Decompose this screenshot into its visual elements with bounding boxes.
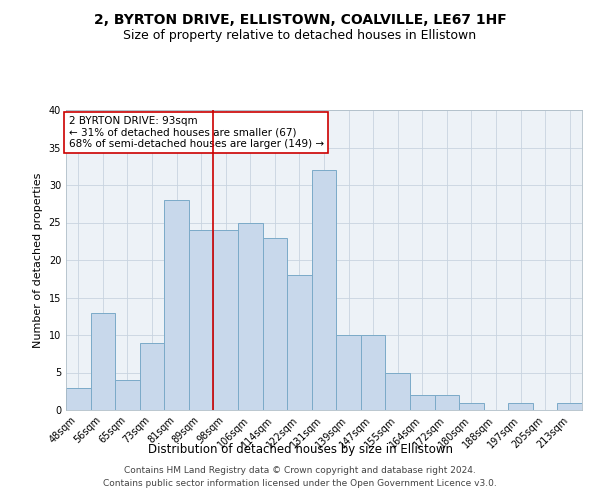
Bar xyxy=(557,402,582,410)
Bar xyxy=(410,395,434,410)
Bar xyxy=(263,238,287,410)
Bar xyxy=(336,335,361,410)
Bar xyxy=(189,230,214,410)
Text: Contains HM Land Registry data © Crown copyright and database right 2024.
Contai: Contains HM Land Registry data © Crown c… xyxy=(103,466,497,487)
Bar xyxy=(287,275,312,410)
Bar xyxy=(361,335,385,410)
Text: 2, BYRTON DRIVE, ELLISTOWN, COALVILLE, LE67 1HF: 2, BYRTON DRIVE, ELLISTOWN, COALVILLE, L… xyxy=(94,12,506,26)
Bar xyxy=(459,402,484,410)
Bar xyxy=(91,312,115,410)
Bar xyxy=(214,230,238,410)
Bar xyxy=(66,388,91,410)
Y-axis label: Number of detached properties: Number of detached properties xyxy=(33,172,43,348)
Bar xyxy=(164,200,189,410)
Text: 2 BYRTON DRIVE: 93sqm
← 31% of detached houses are smaller (67)
68% of semi-deta: 2 BYRTON DRIVE: 93sqm ← 31% of detached … xyxy=(68,116,324,149)
Bar xyxy=(434,395,459,410)
Bar xyxy=(508,402,533,410)
Bar xyxy=(238,222,263,410)
Text: Distribution of detached houses by size in Ellistown: Distribution of detached houses by size … xyxy=(148,442,452,456)
Bar xyxy=(312,170,336,410)
Bar xyxy=(115,380,140,410)
Text: Size of property relative to detached houses in Ellistown: Size of property relative to detached ho… xyxy=(124,29,476,42)
Bar xyxy=(385,372,410,410)
Bar xyxy=(140,342,164,410)
